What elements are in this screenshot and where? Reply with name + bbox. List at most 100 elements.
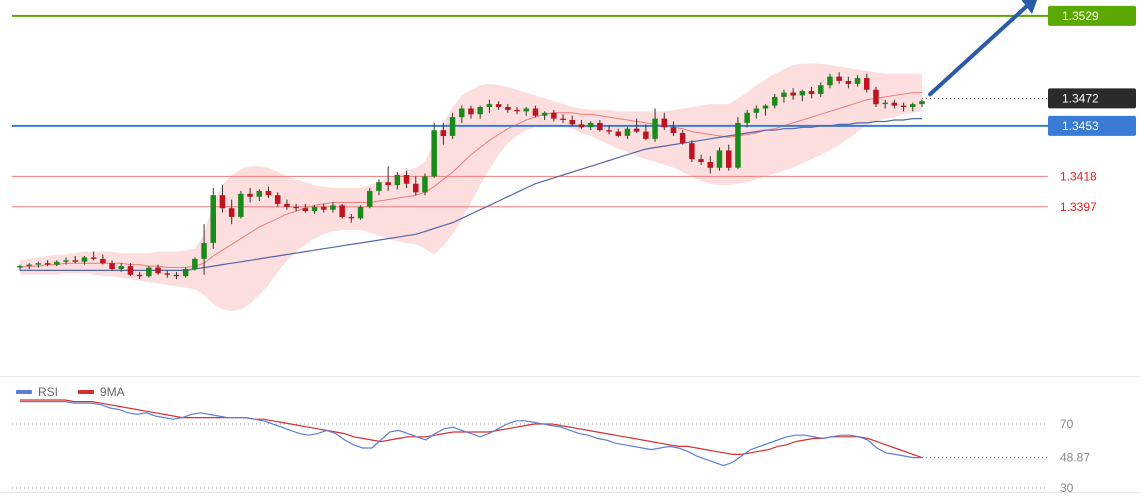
candle-body bbox=[569, 120, 575, 125]
candle bbox=[532, 105, 539, 118]
candle-body bbox=[54, 261, 60, 265]
candle-body bbox=[505, 107, 511, 110]
candle bbox=[81, 255, 88, 265]
candle-body bbox=[818, 85, 824, 94]
candle bbox=[716, 147, 723, 171]
candle bbox=[551, 109, 557, 122]
legend-swatch-9ma bbox=[78, 390, 94, 394]
forecast-arrow-shaft bbox=[928, 3, 1030, 97]
candle bbox=[781, 89, 787, 103]
candle bbox=[201, 224, 207, 275]
candle bbox=[854, 75, 861, 87]
candle-body bbox=[90, 257, 97, 259]
candle bbox=[744, 109, 750, 128]
candle bbox=[735, 117, 741, 170]
candle-body bbox=[716, 150, 723, 168]
candle bbox=[238, 190, 244, 219]
candle-body bbox=[459, 108, 465, 118]
candle bbox=[919, 99, 925, 108]
candle bbox=[339, 203, 345, 219]
rsi-series-9ma bbox=[20, 399, 923, 459]
candle bbox=[367, 188, 373, 209]
candle bbox=[284, 199, 290, 210]
candle-body bbox=[854, 78, 861, 84]
candle-body bbox=[597, 122, 603, 131]
candle bbox=[679, 130, 686, 145]
legend-label-rsi: RSI bbox=[38, 385, 58, 399]
price-tags: 1.3529 1.3472 1.3453 1.3418 1.3397 bbox=[1048, 5, 1136, 214]
candle-body bbox=[81, 257, 88, 262]
candle-body bbox=[845, 81, 852, 84]
panel-divider bbox=[0, 376, 1140, 377]
rsi-series-rsi bbox=[20, 401, 922, 467]
candle bbox=[652, 108, 658, 142]
candle bbox=[348, 214, 355, 223]
candlesticks bbox=[17, 72, 925, 280]
candle-body bbox=[247, 193, 253, 197]
level-tag-bg-1-3453 bbox=[1048, 115, 1136, 136]
candle-body bbox=[919, 101, 925, 105]
candle bbox=[726, 144, 732, 171]
candle bbox=[422, 173, 428, 196]
candle bbox=[265, 186, 272, 199]
candle-body bbox=[633, 128, 640, 132]
level-tag-bg-1-3472 bbox=[1048, 88, 1136, 109]
candle-body bbox=[873, 89, 879, 105]
candle bbox=[275, 192, 281, 207]
candle bbox=[486, 99, 493, 113]
bollinger-mid-line bbox=[19, 92, 922, 268]
candle-body bbox=[624, 128, 631, 136]
candle bbox=[523, 107, 529, 116]
candle-body bbox=[311, 206, 318, 212]
candle-body bbox=[403, 175, 410, 184]
candle bbox=[109, 260, 115, 271]
candle bbox=[827, 73, 833, 89]
candle-body bbox=[173, 274, 180, 277]
candle-body bbox=[422, 176, 428, 193]
candle-body bbox=[808, 91, 815, 94]
candle bbox=[808, 86, 815, 99]
candle-body bbox=[587, 122, 594, 128]
level-label-1-3418: 1.3418 bbox=[1060, 169, 1097, 183]
candle bbox=[127, 263, 134, 277]
candle-body bbox=[726, 150, 732, 168]
candle-body bbox=[201, 243, 207, 259]
candle-body bbox=[900, 105, 907, 107]
candle-body bbox=[72, 260, 78, 262]
candle bbox=[44, 260, 51, 267]
candle bbox=[864, 73, 870, 93]
candle bbox=[643, 124, 649, 141]
candle-body bbox=[762, 105, 769, 109]
candle-body bbox=[615, 131, 621, 136]
long-moving-average-line bbox=[20, 118, 922, 271]
candle bbox=[100, 254, 106, 265]
candle-body bbox=[643, 131, 649, 139]
candle-body bbox=[486, 104, 493, 107]
candle-body bbox=[882, 102, 888, 105]
candle-body bbox=[63, 260, 69, 262]
candle bbox=[790, 88, 796, 100]
candle bbox=[689, 140, 695, 162]
candle-body bbox=[477, 107, 483, 115]
candle-body bbox=[514, 109, 520, 112]
candle-body bbox=[136, 274, 143, 277]
candle bbox=[882, 99, 888, 109]
candle-body bbox=[781, 92, 787, 97]
candle bbox=[376, 179, 382, 196]
candle-body bbox=[385, 182, 391, 186]
candle-body bbox=[449, 117, 456, 136]
rsi-current-value: 48.87 bbox=[1060, 451, 1090, 465]
candle bbox=[118, 263, 124, 272]
candle bbox=[910, 102, 916, 112]
candle-body bbox=[679, 133, 686, 144]
candle-body bbox=[35, 263, 42, 265]
rsi-lines bbox=[20, 399, 923, 467]
candle bbox=[670, 121, 677, 136]
candle-body bbox=[495, 104, 502, 107]
candle-body bbox=[118, 266, 124, 269]
candle-body bbox=[321, 206, 327, 210]
candle bbox=[762, 104, 769, 116]
candle bbox=[302, 203, 309, 213]
candle bbox=[468, 105, 474, 119]
